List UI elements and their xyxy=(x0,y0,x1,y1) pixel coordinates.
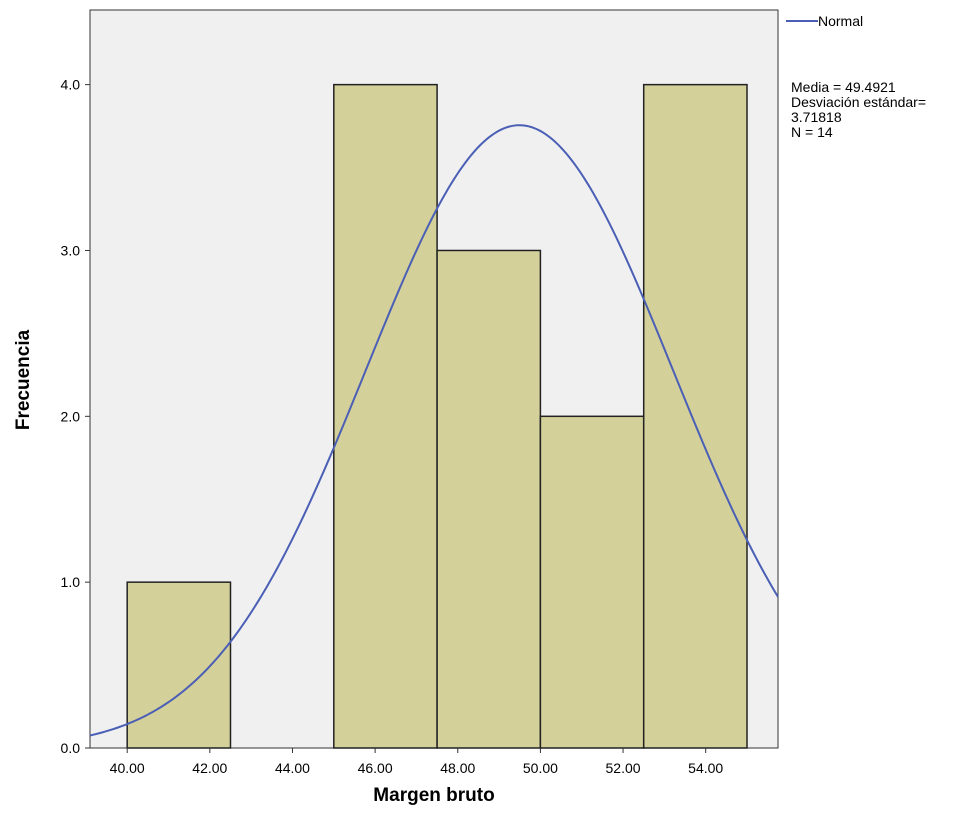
stats-n: N = 14 xyxy=(791,124,833,140)
x-tick-label-1: 42.00 xyxy=(192,760,227,776)
bar-5 xyxy=(642,83,748,749)
y-tick-label-0: 0.0 xyxy=(61,740,81,756)
stats-box: Media = 49.4921 Desviación estándar= 3.7… xyxy=(791,79,926,140)
stats-std-label: Desviación estándar= xyxy=(791,94,926,110)
x-tick-label-5: 50.00 xyxy=(523,760,558,776)
x-tick-label-6: 52.00 xyxy=(606,760,641,776)
x-tick-label-4: 48.00 xyxy=(440,760,475,776)
stats-mean: Media = 49.4921 xyxy=(791,79,896,95)
y-tick-label-3: 3.0 xyxy=(61,242,81,258)
normal-curve xyxy=(89,124,779,737)
y-tick-label-1: 1.0 xyxy=(61,574,81,590)
y-axis-title: Frecuencia xyxy=(13,329,34,430)
x-tick-label-2: 44.00 xyxy=(275,760,310,776)
x-tick-label-7: 54.00 xyxy=(688,760,723,776)
y-tick-label-2: 2.0 xyxy=(61,408,81,424)
bar-4 xyxy=(539,415,645,749)
x-tick-label-0: 40.00 xyxy=(110,760,145,776)
bar-0 xyxy=(126,581,232,749)
legend-label-normal: Normal xyxy=(818,13,863,29)
bars-group xyxy=(126,83,748,749)
y-axis: 0.0 1.0 2.0 3.0 4.0 xyxy=(61,77,90,756)
x-axis-title: Margen bruto xyxy=(373,785,494,806)
x-axis: 40.00 42.00 44.00 46.00 48.00 50.00 52.00 54.00 xyxy=(110,748,723,776)
bar-3 xyxy=(436,249,542,749)
y-tick-label-4: 4.0 xyxy=(61,77,81,93)
legend: Normal xyxy=(786,13,863,29)
x-tick-label-3: 46.00 xyxy=(358,760,393,776)
bar-2 xyxy=(333,83,438,749)
stats-std-value: 3.71818 xyxy=(791,109,842,125)
